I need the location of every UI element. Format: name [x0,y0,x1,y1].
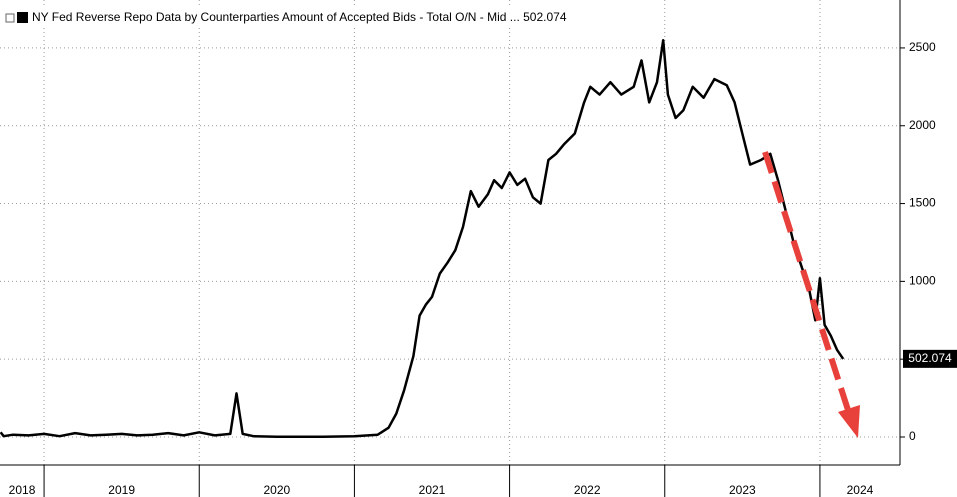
legend-swatch [17,12,28,23]
y-tick-label: 0 [909,429,916,443]
x-tick-label: 2023 [729,483,756,497]
plot [0,38,845,438]
last-value-label: 502.074 [908,351,952,365]
y-tick-label: 2000 [909,118,936,132]
y-tick-label: 1000 [909,274,936,288]
series-line [0,38,845,438]
trend-arrow [762,151,860,438]
arrow-head [838,405,860,438]
x-tick-label: 2024 [847,483,874,497]
legend-label: NY Fed Reverse Repo Data by Counterparti… [32,10,567,24]
x-tick-label: 2019 [108,483,135,497]
last-value-box [903,349,957,368]
y-tick-label: 1500 [909,196,936,210]
x-tick-label: 2018 [9,483,36,497]
legend-box [3,8,643,28]
x-tick-label: 2022 [574,483,601,497]
x-tick-label: 2021 [419,483,446,497]
grid [0,0,900,465]
arrow-shaft [762,151,851,411]
legend-toggle [5,13,15,23]
y-tick-label: 2500 [909,40,936,54]
x-tick-label: 2020 [263,483,290,497]
